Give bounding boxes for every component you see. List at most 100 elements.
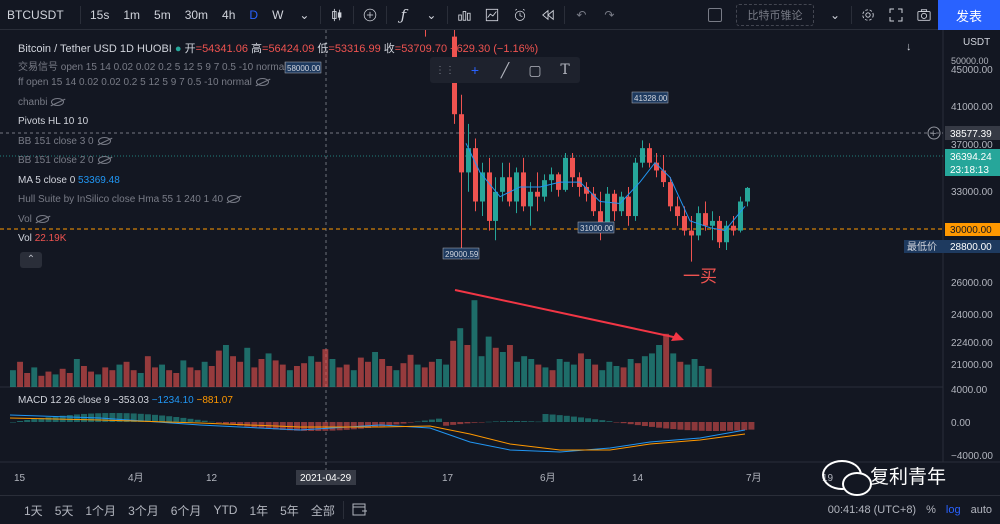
chart-area[interactable]: 29000.59 31000.00 41328.00 58000.00 一买 50000.… (0, 0, 1000, 495)
undo-icon[interactable]: ↶ (576, 7, 587, 22)
bottom-bar: 1天 5天 1个月 3个月 6个月 YTD 1年 5年 全部 00:41:48 … (0, 495, 1000, 524)
legend-bb3[interactable]: BB 151 close 3 0 (18, 136, 111, 147)
low-price-box (904, 240, 1000, 253)
legend-chanbi[interactable]: chanbi (18, 97, 65, 108)
macd-histogram-bar (649, 422, 655, 427)
chart-checkbox[interactable] (701, 0, 729, 30)
volume-bar (88, 371, 94, 387)
vol-value: 22.19K (34, 233, 67, 244)
time-crosshair-box (296, 470, 356, 485)
legend-macd[interactable]: MACD 12 26 close 9 −353.03 −1234.10 −881… (18, 395, 233, 406)
clock-timezone[interactable]: 00:41:48 (UTC+8) (827, 504, 917, 516)
legend-hull[interactable]: Hull Suite by InSilico close Hma 55 1 24… (18, 194, 241, 205)
candle-body (493, 191, 498, 221)
interval-30m[interactable]: 30m (184, 7, 209, 22)
eye-hidden-icon[interactable] (227, 195, 241, 204)
eye-hidden-icon[interactable] (255, 78, 269, 87)
low1-label: 29000.59 (445, 250, 479, 259)
collapse-legend-button[interactable]: ⌃ (20, 252, 42, 268)
legend-vol-hidden[interactable]: Vol (18, 214, 49, 225)
symbol-search[interactable]: BTCUSDT (7, 7, 64, 22)
macd-histogram-bar (386, 422, 393, 426)
templates-icon[interactable] (478, 0, 506, 30)
range-1d[interactable]: 1天 (24, 503, 43, 518)
interval-1d[interactable]: D (249, 7, 259, 22)
legend-bb2[interactable]: BB 151 close 2 0 (18, 155, 111, 166)
financials-icon[interactable] (450, 0, 478, 30)
trend-line-icon[interactable]: ╱ (500, 61, 510, 78)
range-5d[interactable]: 5天 (54, 503, 74, 518)
range-6m[interactable]: 6个月 (170, 503, 202, 518)
interval-15s[interactable]: 15s (90, 7, 110, 22)
macd-histogram-bar (549, 414, 556, 422)
drag-handle-icon[interactable]: ⋮⋮ (435, 64, 455, 76)
macd-histogram-bar (720, 422, 726, 431)
interval-5m[interactable]: 5m (154, 7, 171, 22)
legend-vol[interactable]: Vol 22.19K (18, 233, 66, 244)
range-1y[interactable]: 1年 (249, 503, 269, 518)
compare-input[interactable]: 比特币锥论 (729, 0, 821, 30)
price-chart[interactable]: 29000.59 31000.00 41328.00 58000.00 一买 50000.… (0, 0, 1000, 495)
indicators-icon[interactable]: ƒ (400, 5, 407, 24)
text-tool-icon[interactable]: T (560, 62, 570, 78)
fullscreen-icon[interactable] (882, 0, 910, 30)
chevron-down-icon[interactable]: ⌄ (829, 8, 841, 22)
eye-hidden-icon[interactable] (35, 215, 49, 224)
interval-1m[interactable]: 1m (123, 7, 141, 22)
macd-histogram-bar (215, 422, 222, 423)
range-ytd[interactable]: YTD (213, 503, 238, 517)
auto-toggle[interactable]: auto (970, 504, 992, 516)
candle-body (500, 177, 505, 192)
symbol-title[interactable]: Bitcoin / Tether USD 1D HUOBI (18, 43, 172, 55)
eye-hidden-icon[interactable] (97, 156, 111, 165)
crosshair-icon[interactable]: + (470, 62, 480, 78)
legend-ma5[interactable]: MA 5 close 0 53369.48 (18, 175, 120, 186)
volume-bar (173, 373, 180, 387)
rectangle-icon[interactable]: ▢ (528, 61, 542, 78)
goto-date-icon[interactable] (346, 502, 374, 519)
macd-histogram-bar (102, 413, 109, 422)
candles-icon[interactable] (323, 0, 351, 30)
macd-axis-label: 4000.00 (951, 385, 988, 396)
candle-body (682, 216, 687, 231)
range-all[interactable]: 全部 (310, 503, 335, 518)
replay-icon[interactable] (534, 0, 562, 30)
legend-signal[interactable]: 交易信号 open 15 14 0.02 0.02 0.2 5 12 5 9 7… (18, 58, 287, 73)
eye-hidden-icon[interactable] (51, 98, 65, 107)
volume-bar (436, 359, 442, 387)
eye-hidden-icon[interactable] (97, 137, 111, 146)
publish-button[interactable]: 发表 (938, 0, 1000, 30)
high-value: =56424.09 (262, 43, 315, 55)
interval-1w[interactable]: W (272, 7, 284, 22)
macd-histogram-bar (322, 422, 329, 431)
alert-clock-icon[interactable] (506, 0, 534, 30)
macd-histogram-bar (144, 414, 151, 422)
range-1m[interactable]: 1个月 (85, 503, 117, 518)
macd-histogram-bar (556, 415, 563, 422)
candle-body (598, 211, 603, 226)
camera-icon[interactable] (910, 0, 938, 30)
log-toggle[interactable]: log (945, 504, 961, 516)
range-5y[interactable]: 5年 (280, 503, 299, 518)
volume-bar (691, 359, 698, 387)
macd-histogram-bar (294, 422, 300, 431)
divider (353, 5, 355, 24)
add-compare-icon[interactable] (356, 0, 384, 30)
chevron-down-icon[interactable]: ⌄ (299, 7, 310, 22)
macd-histogram-bar (613, 422, 620, 423)
percent-toggle[interactable]: % (926, 504, 936, 516)
chevron-down-icon[interactable]: ⌄ (426, 7, 437, 22)
gear-icon[interactable] (854, 0, 882, 30)
macd-histogram-bar (656, 422, 663, 428)
legend-pivots[interactable]: Pivots HL 10 10 (18, 116, 88, 127)
macd-histogram-bar (492, 421, 499, 422)
redo-icon[interactable]: ↷ (604, 7, 615, 22)
price-tick-label: 24000.00 (951, 310, 993, 321)
interval-4h[interactable]: 4h (222, 7, 236, 22)
price-tick-label: 41000.00 (951, 102, 993, 113)
candle-body (591, 193, 596, 212)
range-3m[interactable]: 3个月 (128, 503, 159, 518)
divider (447, 5, 449, 24)
macd-histogram-bar (379, 422, 386, 427)
legend-ff[interactable]: ff open 15 14 0.02 0.02 0.2 5 12 5 9 7 0… (18, 77, 269, 88)
